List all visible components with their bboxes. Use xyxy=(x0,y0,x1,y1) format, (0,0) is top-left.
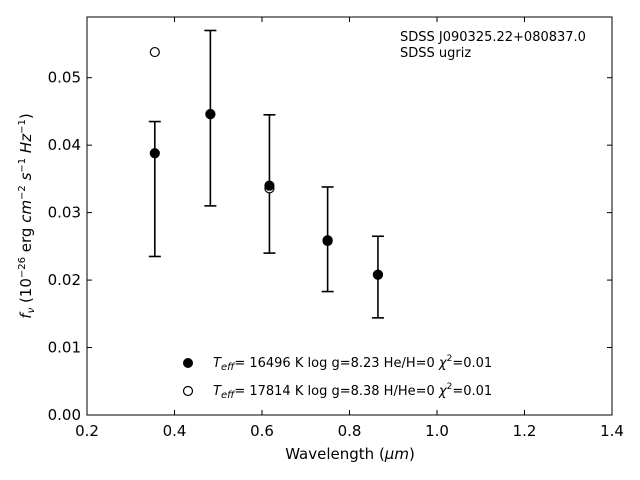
y-tick-label: 0.04 xyxy=(48,136,81,154)
legend-marker-filled xyxy=(183,358,193,368)
model-point-filled xyxy=(149,148,160,159)
y-ticks: 0.00 0.01 0.02 0.03 0.04 0.05 xyxy=(48,69,612,424)
x-tick-label: 1.2 xyxy=(513,422,537,440)
y-tick-label: 0.02 xyxy=(48,271,81,289)
x-ticks: 0.2 0.4 0.6 0.8 1.0 1.2 1.4 xyxy=(75,17,624,440)
data-points xyxy=(149,46,384,280)
model-point-filled xyxy=(205,109,216,120)
x-tick-label: 0.2 xyxy=(75,422,99,440)
model-point-filled xyxy=(322,235,333,246)
x-tick-label: 1.4 xyxy=(600,422,624,440)
x-tick-label: 0.6 xyxy=(250,422,274,440)
model-point-filled xyxy=(264,180,275,191)
x-axis-title: Wavelength (μm) xyxy=(285,445,415,463)
x-tick-label: 0.4 xyxy=(163,422,187,440)
y-tick-label: 0.03 xyxy=(48,204,81,222)
legend-entry-1: Teff= 16496 K log g=8.23 He/H=0 χ2=0.01 xyxy=(213,354,492,373)
model-point-filled xyxy=(372,269,384,280)
legend-entry-2: Teff= 17814 K log g=8.38 H/He=0 χ2=0.01 xyxy=(213,382,492,401)
y-tick-label: 0.05 xyxy=(48,69,81,87)
y-axis-title: fν (10−26 erg cm−2 s−1 Hz−1) xyxy=(17,113,37,318)
y-tick-label: 0.00 xyxy=(48,406,81,424)
annotation-filter-set: SDSS ugriz xyxy=(400,46,471,61)
y-tick-label: 0.01 xyxy=(48,339,81,357)
legend-marker-open xyxy=(182,385,194,397)
x-tick-label: 0.8 xyxy=(338,422,362,440)
model-point-open xyxy=(149,46,160,58)
legend: Teff= 16496 K log g=8.23 He/H=0 χ2=0.01 … xyxy=(182,354,492,401)
annotation-object-name: SDSS J090325.22+080837.0 xyxy=(400,30,586,45)
error-bars xyxy=(148,29,384,319)
x-tick-label: 1.0 xyxy=(425,422,449,440)
